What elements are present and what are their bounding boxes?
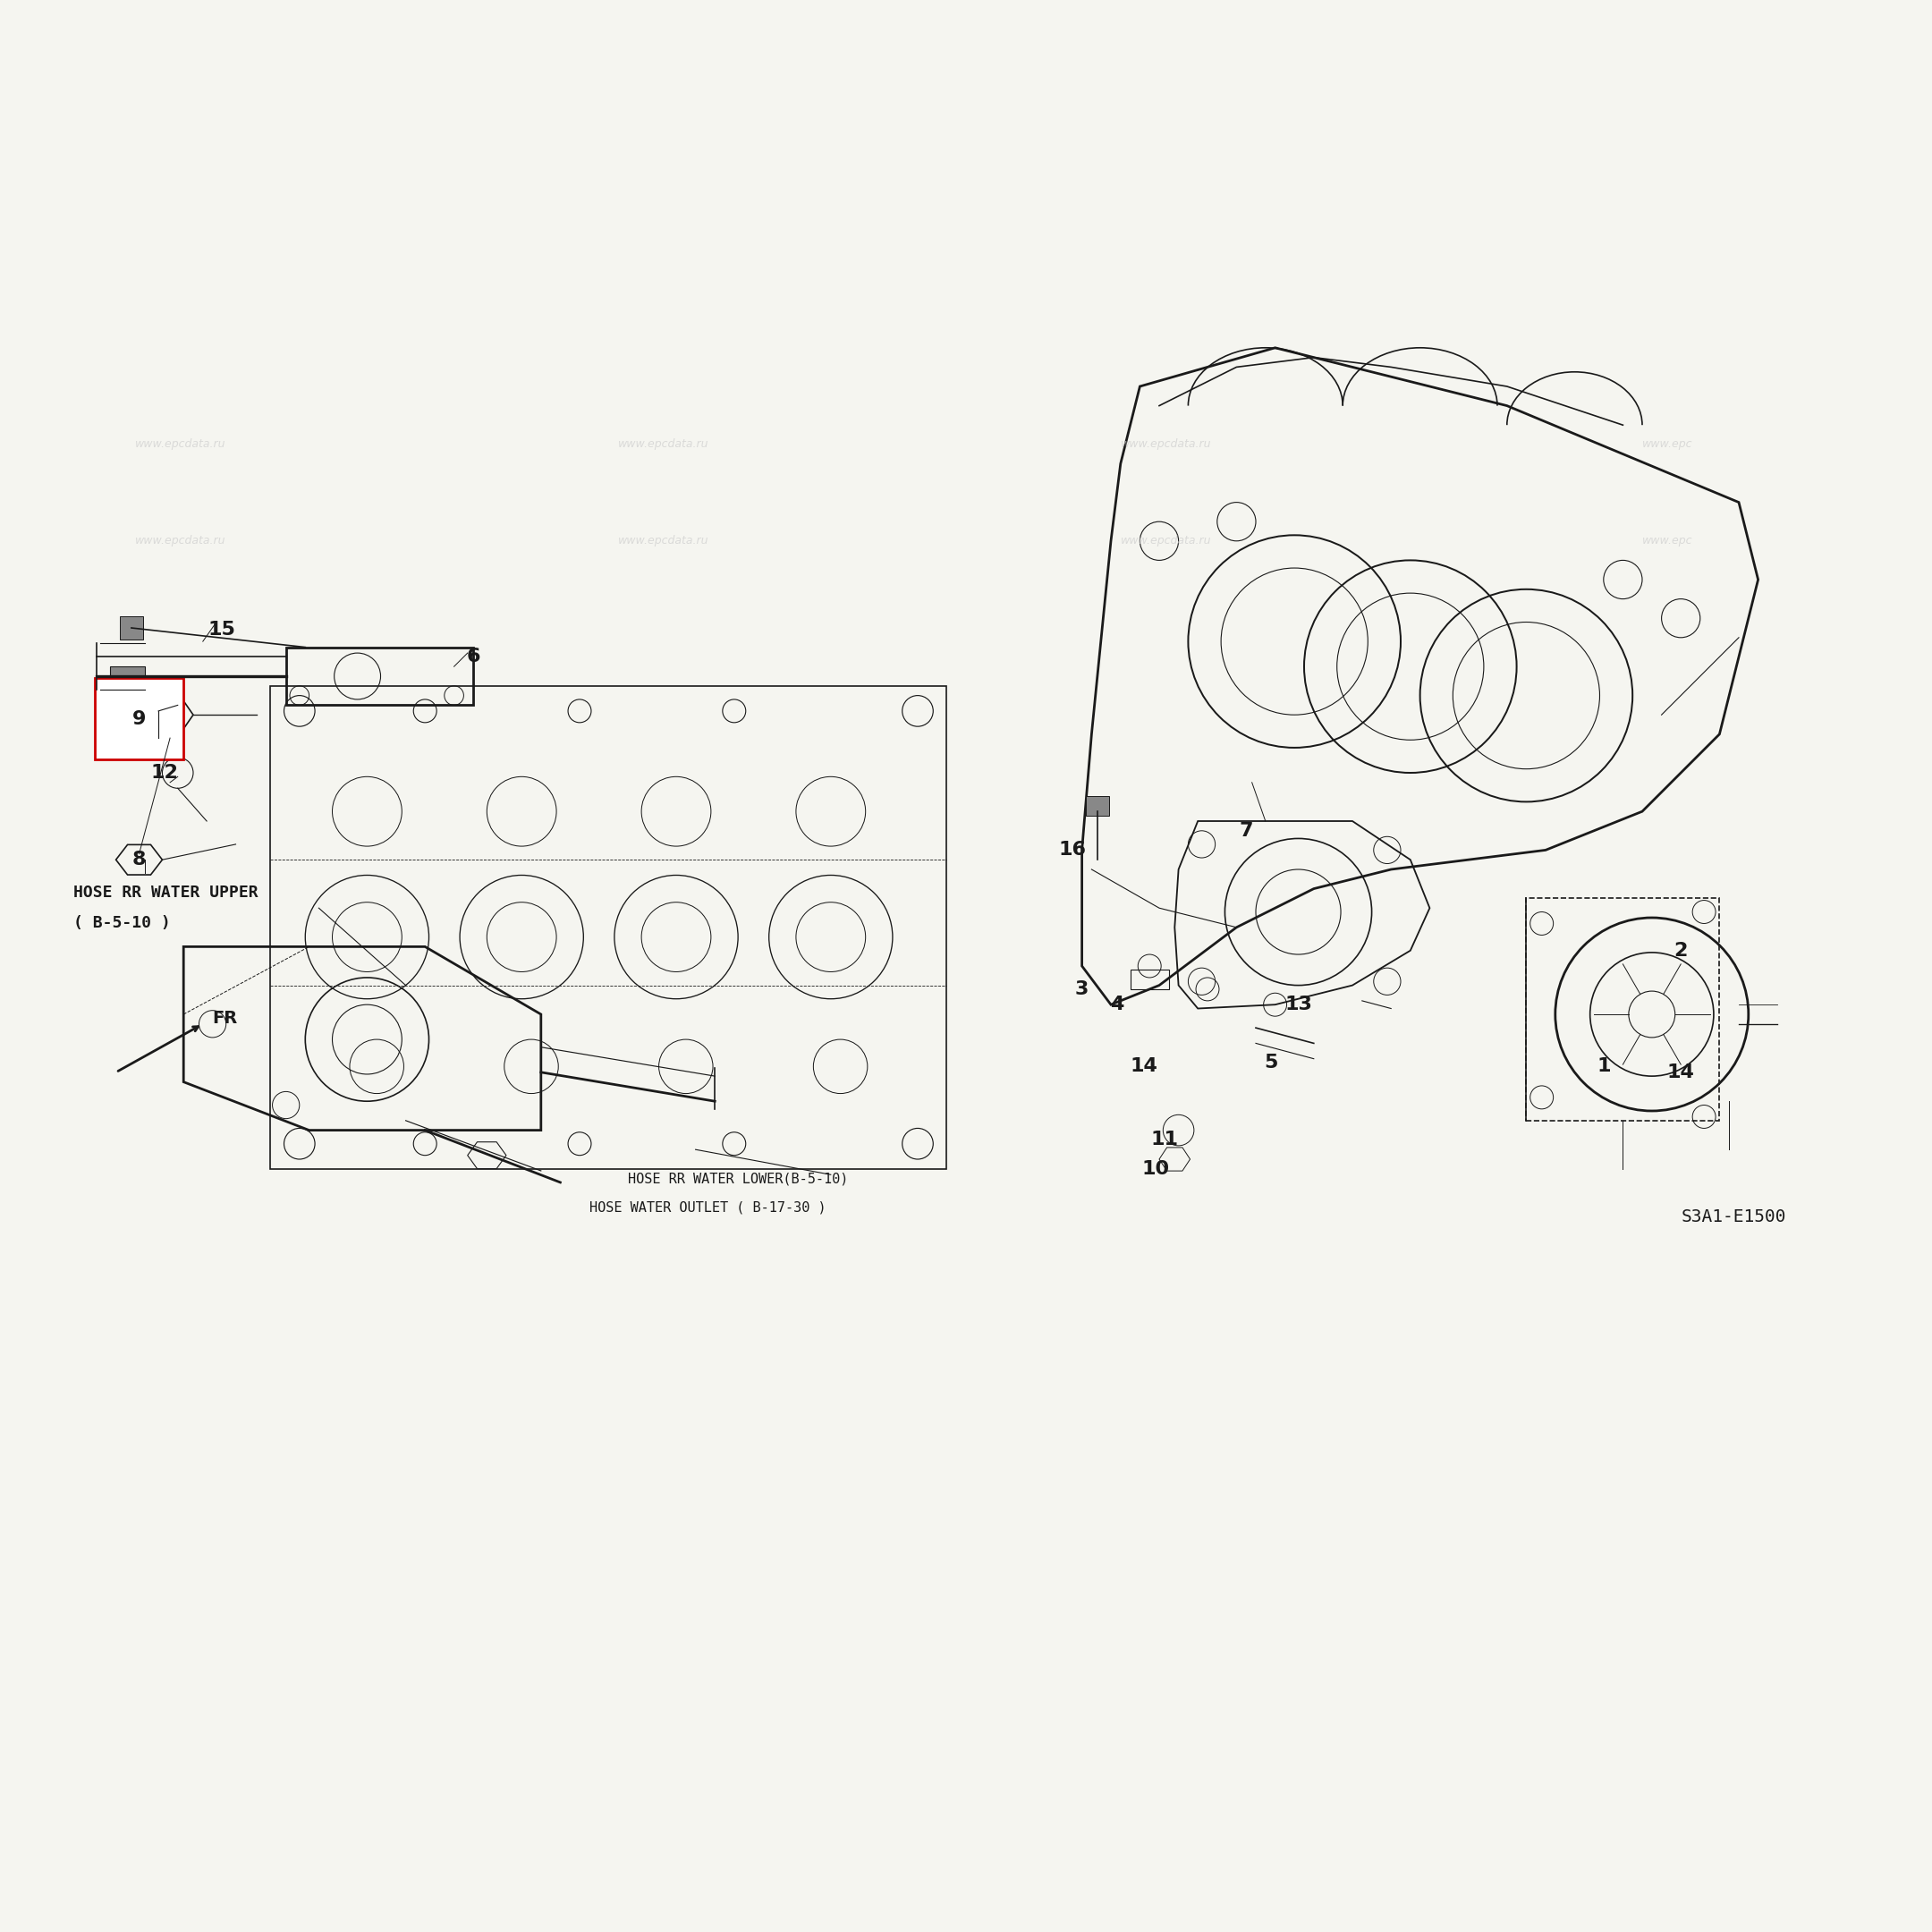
- Text: 6: 6: [466, 647, 481, 667]
- Bar: [1086, 796, 1109, 815]
- Bar: [110, 667, 145, 686]
- Text: www.epcdata.ru: www.epcdata.ru: [1121, 535, 1211, 547]
- Text: www.epc: www.epc: [1642, 439, 1692, 450]
- Bar: [1526, 898, 1719, 1121]
- Text: HOSE RR WATER UPPER: HOSE RR WATER UPPER: [73, 885, 259, 900]
- Text: www.epcdata.ru: www.epcdata.ru: [135, 535, 226, 547]
- Text: 3: 3: [1074, 980, 1090, 999]
- Text: 1: 1: [1596, 1057, 1611, 1076]
- Text: HOSE RR WATER LOWER(B-5-10): HOSE RR WATER LOWER(B-5-10): [628, 1173, 848, 1184]
- Text: S3A1-E1500: S3A1-E1500: [1681, 1209, 1785, 1225]
- Text: 9: 9: [131, 709, 147, 728]
- Bar: [120, 616, 143, 639]
- Text: 13: 13: [1285, 995, 1312, 1014]
- Text: HOSE WATER OUTLET ( B-17-30 ): HOSE WATER OUTLET ( B-17-30 ): [589, 1202, 827, 1213]
- Text: 12: 12: [151, 763, 178, 782]
- Text: www.epcdata.ru: www.epcdata.ru: [135, 439, 226, 450]
- Text: www.epcdata.ru: www.epcdata.ru: [618, 535, 709, 547]
- Text: ( B-5-10 ): ( B-5-10 ): [73, 916, 170, 931]
- Text: 10: 10: [1142, 1159, 1169, 1179]
- Text: 11: 11: [1151, 1130, 1179, 1150]
- Text: 14: 14: [1667, 1063, 1694, 1082]
- FancyBboxPatch shape: [95, 678, 184, 759]
- Text: 4: 4: [1109, 995, 1124, 1014]
- Text: 16: 16: [1059, 840, 1086, 860]
- Text: 7: 7: [1238, 821, 1254, 840]
- Text: www.epcdata.ru: www.epcdata.ru: [1121, 439, 1211, 450]
- Text: www.epc: www.epc: [1642, 535, 1692, 547]
- Text: 14: 14: [1130, 1057, 1157, 1076]
- Text: 5: 5: [1264, 1053, 1279, 1072]
- Text: 8: 8: [131, 850, 147, 869]
- Text: www.epcdata.ru: www.epcdata.ru: [618, 439, 709, 450]
- Text: FR: FR: [213, 1010, 238, 1026]
- Text: 2: 2: [1673, 941, 1689, 960]
- Text: 15: 15: [209, 620, 236, 639]
